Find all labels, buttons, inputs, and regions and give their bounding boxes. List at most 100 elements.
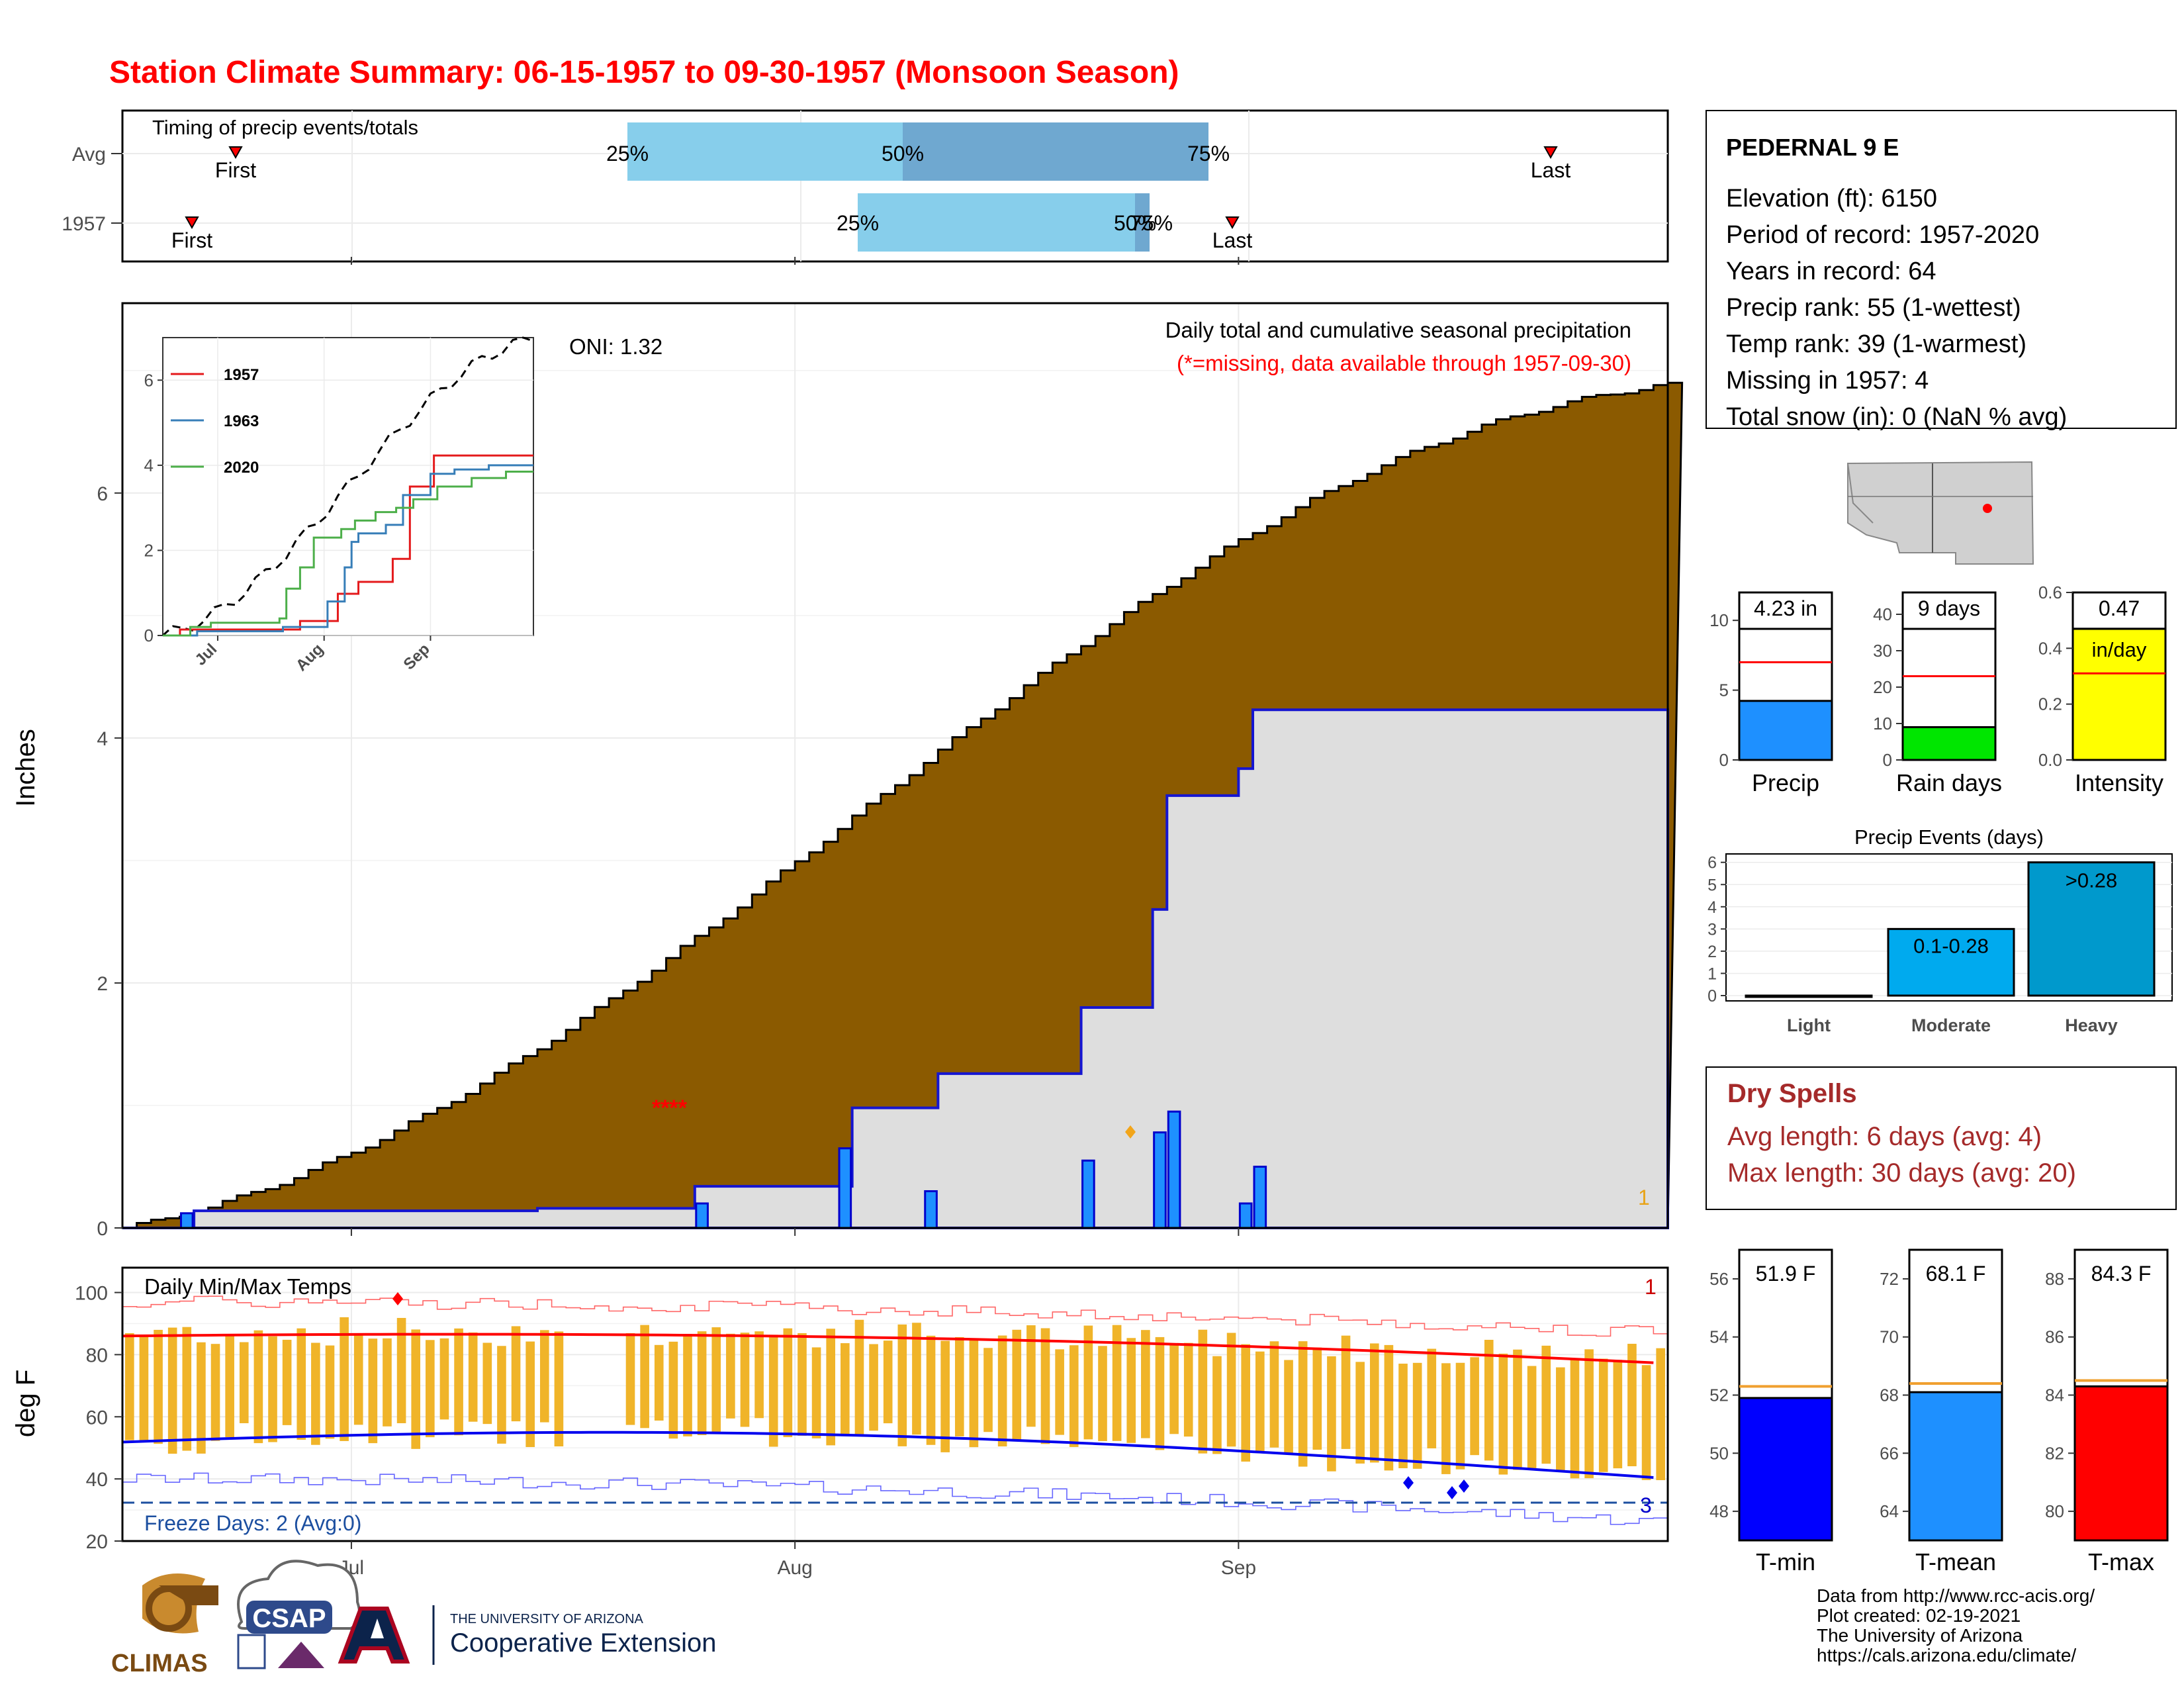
daily-temp-bar	[1155, 1336, 1165, 1450]
temp-summary-ytick: 86	[2045, 1327, 2064, 1347]
temp-ytick: 80	[86, 1344, 108, 1366]
temp-summary-label: T-mean	[1915, 1548, 1996, 1575]
daily-temp-bar	[1513, 1349, 1522, 1470]
daily-temp-bar	[225, 1335, 234, 1438]
daily-temp-bar	[1498, 1353, 1508, 1475]
station-name: PEDERNAL 9 E	[1726, 134, 1899, 161]
logos: CLIMAS CSAP THE UNIVERSITY OF ARIZONA Co…	[111, 1560, 716, 1677]
temp-ytick: 20	[86, 1531, 108, 1553]
daily-temp-bar	[511, 1326, 521, 1422]
daily-temp-bar	[640, 1325, 649, 1429]
summary-bar-ytick: 0.0	[2038, 750, 2062, 770]
daily-temp-bar	[426, 1340, 435, 1438]
daily-precip-bar	[179, 1212, 194, 1229]
daily-temp-bar	[783, 1328, 793, 1438]
summary-bar-ytick: 30	[1873, 641, 1892, 661]
daily-temp-bar	[1069, 1345, 1079, 1447]
summary-bar-ytick: 0	[1883, 750, 1892, 770]
station-precip-rank: Precip rank: 55 (1-wettest)	[1726, 294, 2021, 322]
events-xtick: Moderate	[1911, 1015, 1991, 1035]
daily-temp-bar	[654, 1344, 664, 1421]
daily-temp-bar	[869, 1344, 878, 1431]
temp-ylabel: deg F	[11, 1370, 40, 1437]
station-location	[1983, 504, 1992, 513]
avg-first-marker	[228, 146, 243, 160]
year-last-marker	[1225, 216, 1240, 230]
temp-count-bottom: 3	[1640, 1493, 1652, 1517]
daily-temp-bar	[1098, 1346, 1107, 1441]
temp-summary-ytick: 84	[2045, 1385, 2064, 1405]
temp-summary-fill	[1738, 1397, 1833, 1542]
daily-precip-bar	[1167, 1110, 1181, 1229]
daily-temp-bar	[1641, 1365, 1651, 1480]
precip-panel: **** 1 0 2 4 6 Daily total and cumulative s…	[11, 257, 1684, 1240]
temp-summary-ytick: 54	[1709, 1327, 1729, 1347]
events-ytick: 2	[1707, 943, 1717, 961]
daily-temp-bar	[797, 1333, 807, 1436]
inset-line-2020	[163, 471, 533, 637]
daily-temp-bar	[1441, 1363, 1451, 1474]
daily-temp-bar	[1141, 1330, 1150, 1438]
daily-temp-bar	[683, 1334, 692, 1436]
summary-bar-value: 4.23 in	[1754, 596, 1817, 620]
daily-temp-bar	[1598, 1358, 1608, 1472]
daily-temp-bar	[1198, 1329, 1208, 1454]
inset-line-1957	[163, 454, 533, 637]
daily-temp-bar	[983, 1348, 993, 1432]
temp-summary-ytick: 52	[1709, 1385, 1729, 1405]
daily-temp-bar	[897, 1324, 907, 1446]
daily-temp-bar	[154, 1329, 163, 1444]
daily-temp-bar	[1484, 1340, 1494, 1461]
inset-ytick: 6	[144, 370, 154, 390]
timing-row-avg: Avg	[72, 144, 106, 165]
temp-summary-ytick: 64	[1880, 1501, 1899, 1521]
inset-legend-label: 1957	[224, 366, 259, 384]
summary-bar-ytick: 0	[1719, 750, 1729, 770]
avg-p25: 25%	[606, 142, 649, 165]
daily-temp-bar	[167, 1327, 177, 1454]
daily-temp-bar	[296, 1328, 306, 1440]
temp-ytick: 40	[86, 1469, 108, 1491]
temp-summary-ytick: 82	[2045, 1443, 2064, 1463]
events-xtick: Light	[1787, 1015, 1831, 1035]
daily-temp-bar	[1398, 1364, 1408, 1468]
year-p25: 25%	[837, 211, 879, 235]
timing-label: Timing of precip events/totals	[152, 116, 418, 139]
precip-ytick: 2	[97, 973, 108, 995]
daily-temp-bar	[1212, 1356, 1222, 1454]
station-missing: Missing in 1957: 4	[1726, 367, 1929, 395]
year-first-label: First	[171, 228, 212, 252]
events-ytick: 3	[1707, 920, 1717, 939]
temp-summary-ytick: 80	[2045, 1501, 2064, 1521]
summary-bar-ytick: 10	[1709, 610, 1729, 630]
summary-bar-ytick: 5	[1719, 680, 1729, 700]
temp-label: Daily Min/Max Temps	[144, 1274, 351, 1299]
footer-created: Plot created: 02-19-2021	[1817, 1605, 2021, 1626]
max-precip-marker	[1125, 1125, 1136, 1139]
tmin-avg-line	[122, 1430, 1654, 1479]
freeze-marker-3	[1459, 1479, 1469, 1493]
inset-ytick: 4	[144, 455, 154, 475]
record-max-marker	[392, 1292, 403, 1305]
daily-temp-bar	[711, 1327, 721, 1433]
daily-temp-bar	[997, 1335, 1007, 1447]
daily-temp-bar	[740, 1333, 750, 1427]
daily-temp-bar	[1412, 1362, 1422, 1469]
temp-summary-ytick: 70	[1880, 1327, 1899, 1347]
daily-temp-bar	[1455, 1362, 1465, 1470]
inset-line-1963	[163, 464, 533, 637]
events-bar-label: 0.1-0.28	[1913, 934, 1989, 957]
inset-ytick: 0	[144, 626, 154, 645]
dry-avg: Avg length: 6 days (avg: 4)	[1727, 1122, 2042, 1151]
daily-temp-bar	[1284, 1360, 1293, 1454]
timing-panel: Timing of precip events/totals Avg 1957 …	[62, 109, 1669, 263]
daily-temp-bar	[125, 1333, 134, 1440]
avg-first-label: First	[215, 158, 256, 182]
events-bar	[1745, 994, 1873, 998]
daily-temp-bar	[754, 1331, 764, 1419]
footer-url: https://cals.arizona.edu/climate/	[1817, 1645, 2076, 1665]
daily-temp-bar	[1040, 1328, 1050, 1444]
